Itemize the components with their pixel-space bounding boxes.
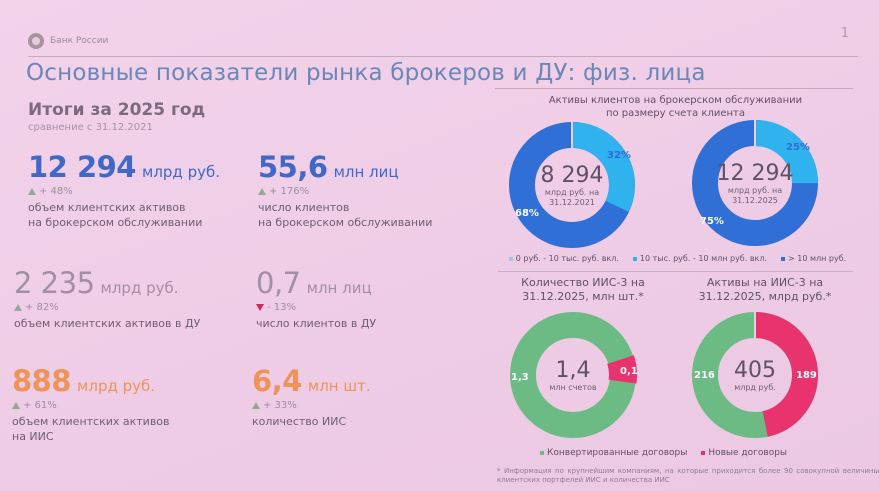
donut-center-value: 12 294 (716, 160, 794, 186)
slice-label-mid: 32% (607, 150, 631, 161)
metric-value: 888 (12, 364, 72, 398)
donut-center-value: 405 (734, 357, 776, 383)
legend-swatch (781, 256, 786, 261)
metric-change: + 176% (269, 186, 310, 197)
section-subtitle: Итоги за 2025 год (28, 100, 206, 120)
metric-description: объем клиентских активов на ИИС (12, 415, 170, 443)
metric-unit: млн шт. (307, 377, 371, 395)
down-arrow-icon (256, 304, 264, 311)
title-divider (495, 88, 853, 89)
donut-iis-count: 1,4 млн счетов 1,3 0,1 (508, 310, 638, 440)
section-divider (498, 271, 853, 272)
brokerage-chart-title: Активы клиентов на брокерском обслуживан… (548, 95, 803, 119)
legend-item: Конвертированные договоры (540, 448, 687, 458)
metric-description: количество ИИС (252, 415, 347, 428)
slice-label-new: 189 (796, 370, 817, 381)
metric-description: число клиентов на брокерском обслуживани… (258, 201, 433, 229)
donut-center-caption: млрд руб. (734, 382, 776, 392)
iis-legend: Конвертированные договоры Новые договоры (540, 448, 787, 458)
donut-2021-chart (509, 122, 635, 248)
metric-brokerage-clients: 55,6 млн лиц + 176% число клиентов на бро… (258, 150, 498, 230)
up-arrow-icon (252, 402, 260, 409)
metric-unit: млн лиц (306, 279, 372, 297)
metric-brokerage-assets: 12 294 млрд руб. + 48% объем клиентских а… (28, 150, 268, 230)
slice-label-converted: 1,3 (511, 372, 529, 383)
metric-iis-count: 6,4 млн шт. + 33% количество ИИС (252, 364, 492, 429)
metric-unit: млрд руб. (100, 279, 179, 297)
donut-iis-assets-chart (692, 312, 818, 438)
legend-item: Новые договоры (701, 448, 787, 458)
brokerage-legend: 0 руб. - 10 тыс. руб. вкл. 10 тыс. руб. … (500, 254, 855, 263)
up-arrow-icon (28, 188, 36, 195)
metric-change: - 13% (267, 302, 297, 313)
footnote: * Информация по крупнейшим компаниям, на… (497, 467, 879, 484)
slice-label-large: 75% (700, 216, 724, 227)
legend-item: > 10 млн руб. (781, 254, 846, 263)
donut-iis-count-chart (509, 311, 637, 439)
metric-change: + 61% (23, 400, 57, 411)
donut-center-value: 1,4 (555, 357, 591, 383)
donut-center-caption: млн счетов (549, 382, 597, 392)
metric-du-assets: 2 235 млрд руб. + 82% объем клиентских ак… (14, 266, 254, 331)
metric-value: 2 235 (14, 266, 95, 300)
slice-label-mid: 25% (786, 142, 810, 153)
donut-2021: 8 294 млрд руб. на 31.12.2021 32% 68% (507, 120, 637, 250)
metric-description: объем клиентских активов в ДУ (14, 317, 201, 330)
donut-2025-chart (692, 120, 818, 246)
slice-label-large: 68% (515, 208, 539, 219)
metric-value: 0,7 (256, 266, 301, 300)
metric-unit: млрд руб. (142, 163, 220, 181)
up-arrow-icon (14, 304, 22, 311)
page-number: 1 (840, 26, 849, 41)
slice-label-converted: 216 (694, 370, 715, 381)
logo-text: Банк России (50, 36, 109, 46)
metric-du-clients: 0,7 млн лиц - 13% число клиентов в ДУ (256, 266, 496, 331)
page-title: Основные показатели рынка брокеров и ДУ:… (26, 60, 706, 86)
metric-change: + 33% (263, 400, 297, 411)
metric-unit: млн лиц (333, 163, 399, 181)
legend-swatch (508, 256, 513, 261)
donut-center-caption: млрд руб. на 31.12.2025 (727, 185, 783, 205)
metric-unit: млрд руб. (77, 377, 156, 395)
legend-swatch (632, 256, 637, 261)
header-divider (28, 56, 858, 57)
iis-assets-title: Активы на ИИС-3 на 31.12.2025, млрд руб.… (698, 276, 832, 303)
metric-value: 6,4 (252, 364, 302, 398)
comparison-caption: сравнение с 31.12.2021 (28, 122, 153, 133)
metric-iis-assets: 888 млрд руб. + 61% объем клиентских акти… (12, 364, 252, 444)
up-arrow-icon (12, 402, 20, 409)
donut-2025: 12 294 млрд руб. на 31.12.2025 25% 75% (690, 118, 820, 248)
up-arrow-icon (258, 188, 266, 195)
metric-description: объем клиентских активов на брокерском о… (28, 201, 203, 229)
metric-value: 12 294 (28, 150, 137, 184)
metric-change: + 82% (25, 302, 59, 313)
slice-label-new: 0,1 (620, 366, 638, 377)
legend-item: 0 руб. - 10 тыс. руб. вкл. (508, 254, 619, 263)
donut-center-value: 8 294 (540, 162, 604, 188)
metric-value: 55,6 (258, 150, 328, 184)
legend-item: 10 тыс. руб. - 10 млн руб. вкл. (632, 254, 767, 263)
donut-iis-assets: 405 млрд руб. 216 189 (690, 310, 820, 440)
iis-count-title: Количество ИИС-3 на 31.12.2025, млн шт.* (521, 276, 645, 303)
legend-swatch (701, 451, 706, 455)
metric-change: + 48% (39, 186, 73, 197)
eagle-emblem-icon (28, 33, 44, 49)
metric-description: число клиентов в ДУ (256, 317, 377, 330)
legend-swatch (540, 451, 544, 455)
bank-logo: Банк России (28, 33, 108, 49)
donut-center-caption: млрд руб. на 31.12.2021 (544, 187, 600, 207)
